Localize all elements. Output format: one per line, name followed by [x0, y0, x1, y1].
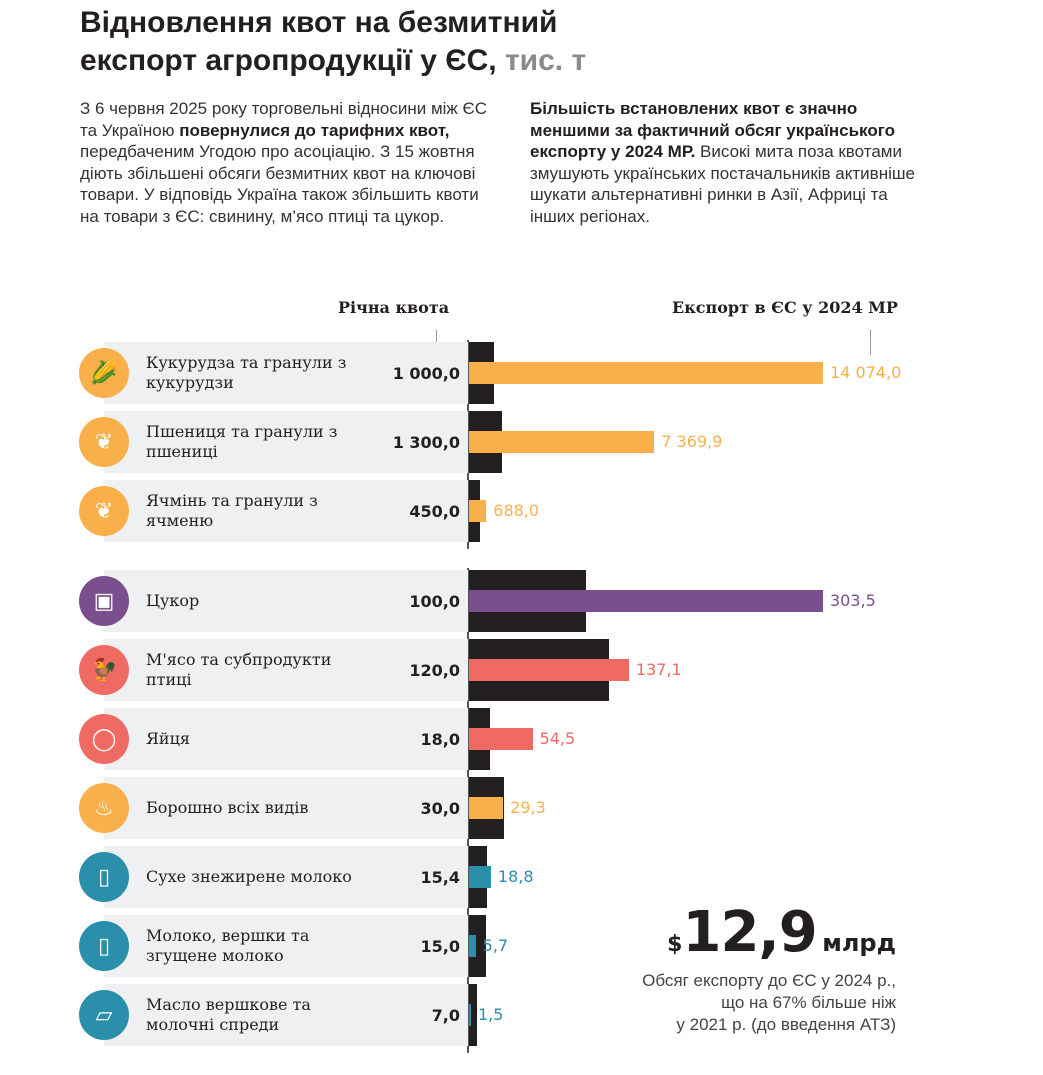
export-label: 18,8 [497, 867, 534, 886]
chart-row: ▯ Сухе знежирене молоко 15,4 [79, 846, 468, 908]
intro-bold: Більшість встановлених квот є значно мен… [530, 99, 895, 161]
chart-row: ▯ Молоко, вершки та згущене молоко 15,0 [79, 915, 468, 977]
flour-bag-icon: ♨ [79, 783, 129, 833]
row-label: Борошно всіх видів [146, 798, 309, 817]
export-label: 688,0 [493, 501, 540, 520]
chart-row: ❦ Ячмінь та гранули з ячменю 450,0 [79, 480, 468, 542]
corn-icon: 🌽 [79, 348, 129, 398]
row-label: М'ясо та субпродукти птиці [146, 650, 332, 689]
header-export-tick [870, 330, 871, 355]
row-label: Масло вершкове та молочні спреди [146, 995, 311, 1034]
chart-row: ❦ Пшениця та гранули з пшениці 1 300,0 [79, 411, 468, 473]
axis-line [467, 340, 469, 549]
chart-row: ♨ Борошно всіх видів 30,0 [79, 777, 468, 839]
chicken-icon: 🐓 [79, 645, 129, 695]
export-label: 5,7 [482, 936, 509, 955]
chart-row: 🌽 Кукурудза та гранули з кукурудзи 1 000,0 [79, 342, 468, 404]
quota-label: 120,0 [409, 660, 460, 680]
chart-row: ▣ Цукор 100,0 [79, 570, 468, 632]
summary-note-line: у 2021 р. (до введення АТЗ) [676, 1015, 896, 1034]
summary-currency: $ [667, 932, 683, 957]
header-quota: Річна квота [338, 298, 450, 317]
chart-row: ▱ Масло вершкове та молочні спреди 7,0 [79, 984, 468, 1046]
export-label: 29,3 [510, 798, 546, 817]
export-label: 54,5 [539, 729, 576, 748]
intro-text: передбаченим Угодою про асоціацію. З 15 … [80, 142, 479, 226]
barley-icon: ❦ [79, 486, 129, 536]
row-label: Пшениця та гранули з пшениці [146, 422, 338, 461]
export-bar [469, 659, 629, 681]
intro-right: Більшість встановлених квот є значно мен… [530, 98, 930, 227]
milk-jar-icon: ▯ [79, 921, 129, 971]
export-label: 7 369,9 [661, 432, 723, 451]
quota-label: 7,0 [431, 1005, 460, 1025]
chart-row: ◯ Яйця 18,0 [79, 708, 468, 770]
header-export: Експорт в ЄС у 2024 МР [672, 298, 898, 317]
wheat-icon: ❦ [79, 417, 129, 467]
export-bar [469, 431, 655, 453]
intro-left: З 6 червня 2025 року торговельні відноси… [80, 98, 500, 227]
export-bar [469, 1004, 471, 1026]
export-bar [469, 866, 491, 888]
quota-bar [469, 915, 487, 977]
export-bar [469, 362, 823, 384]
title-unit: тис. т [504, 44, 587, 77]
chart-row: 🐓 М'ясо та субпродукти птиці 120,0 [79, 639, 468, 701]
summary-note-line: що на 67% більше ніж [721, 993, 896, 1012]
summary-note: Обсяг експорту до ЄС у 2024 р., що на 67… [642, 970, 896, 1036]
summary-value: 12,9 [682, 900, 817, 965]
row-label: Молоко, вершки та згущене молоко [146, 926, 310, 965]
quota-label: 100,0 [409, 591, 460, 611]
export-bar [469, 935, 476, 957]
intro-text: Високі мита поза квотами змушують україн… [530, 142, 915, 226]
row-label: Сухе знежирене молоко [146, 867, 352, 886]
quota-label: 30,0 [420, 798, 460, 818]
milk-can-icon: ▯ [79, 852, 129, 902]
row-label: Ячмінь та гранули з ячменю [146, 491, 318, 530]
quota-label: 1 300,0 [392, 432, 460, 452]
quota-label: 1 000,0 [392, 363, 460, 383]
summary-note-line: Обсяг експорту до ЄС у 2024 р., [642, 971, 896, 990]
quota-label: 450,0 [409, 501, 460, 521]
page-title: Відновлення квот на безмитний експорт аг… [80, 4, 586, 80]
sugar-cube-icon: ▣ [79, 576, 129, 626]
export-bar [469, 728, 533, 750]
summary-total: $12,9 млрд [667, 900, 896, 965]
quota-bar [469, 984, 478, 1046]
export-label: 1,5 [478, 1005, 504, 1024]
quota-label: 15,0 [420, 936, 460, 956]
quota-label: 18,0 [420, 729, 460, 749]
export-bar [469, 797, 504, 819]
row-label: Кукурудза та гранули з кукурудзи [146, 353, 347, 392]
title-line-2: експорт агропродукції у ЄС, [80, 44, 497, 77]
butter-icon: ▱ [79, 990, 129, 1040]
export-label: 14 074,0 [830, 363, 902, 382]
export-bar [469, 500, 487, 522]
axis-line [467, 568, 469, 1053]
quota-label: 15,4 [420, 867, 460, 887]
export-label: 137,1 [635, 660, 682, 679]
egg-icon: ◯ [79, 714, 129, 764]
title-line-1: Відновлення квот на безмитний [80, 6, 558, 39]
export-bar [469, 590, 823, 612]
intro-text: З 6 червня 2025 року торговельні відноси… [80, 99, 487, 140]
intro-bold: повернулися до тарифних квот, [179, 120, 450, 140]
row-label: Яйця [146, 729, 190, 748]
summary-unit: млрд [822, 929, 896, 957]
row-label: Цукор [146, 591, 200, 610]
export-label: 303,5 [830, 591, 876, 610]
